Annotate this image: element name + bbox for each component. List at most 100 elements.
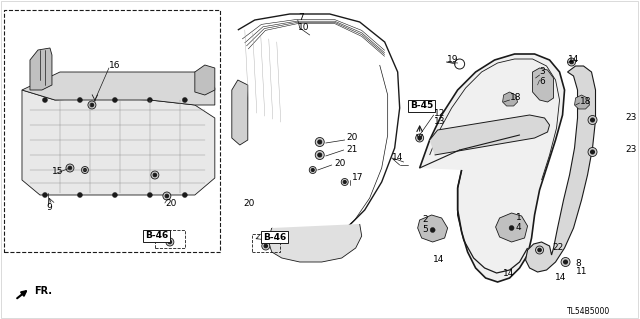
Text: 21: 21 bbox=[347, 145, 358, 153]
Text: 14: 14 bbox=[392, 153, 403, 162]
Circle shape bbox=[418, 136, 422, 140]
Text: 10: 10 bbox=[298, 23, 309, 32]
Text: 18: 18 bbox=[509, 93, 521, 102]
Circle shape bbox=[182, 98, 188, 102]
Circle shape bbox=[591, 118, 595, 122]
Text: 5: 5 bbox=[422, 225, 428, 234]
Text: 18: 18 bbox=[580, 97, 591, 106]
Text: B-45: B-45 bbox=[410, 101, 433, 110]
Text: 9: 9 bbox=[46, 203, 52, 211]
Polygon shape bbox=[268, 224, 362, 262]
Circle shape bbox=[163, 192, 171, 200]
Circle shape bbox=[68, 166, 72, 170]
Circle shape bbox=[588, 115, 597, 124]
Text: 8: 8 bbox=[575, 258, 581, 268]
Text: 20: 20 bbox=[347, 133, 358, 143]
Circle shape bbox=[430, 227, 435, 233]
Circle shape bbox=[343, 181, 346, 183]
Text: 3: 3 bbox=[540, 68, 545, 77]
Circle shape bbox=[165, 194, 169, 198]
Circle shape bbox=[147, 192, 152, 197]
Circle shape bbox=[66, 164, 74, 172]
Circle shape bbox=[570, 60, 573, 64]
Text: 19: 19 bbox=[447, 55, 458, 63]
Circle shape bbox=[113, 192, 117, 197]
Text: 23: 23 bbox=[625, 145, 637, 154]
Circle shape bbox=[568, 58, 575, 66]
Text: 14: 14 bbox=[433, 256, 444, 264]
Bar bbox=[155, 230, 185, 248]
Text: 1: 1 bbox=[516, 213, 522, 222]
Circle shape bbox=[42, 192, 47, 197]
Bar bbox=[252, 234, 280, 252]
Polygon shape bbox=[420, 54, 564, 282]
Text: 14: 14 bbox=[568, 56, 579, 64]
Circle shape bbox=[309, 167, 316, 174]
Text: 16: 16 bbox=[109, 61, 120, 70]
Text: 6: 6 bbox=[540, 77, 545, 85]
Circle shape bbox=[341, 179, 348, 186]
Text: B-46: B-46 bbox=[263, 233, 286, 241]
Circle shape bbox=[166, 238, 174, 246]
Circle shape bbox=[317, 140, 322, 144]
Text: 22: 22 bbox=[552, 242, 564, 251]
Polygon shape bbox=[22, 72, 215, 105]
Circle shape bbox=[454, 59, 465, 69]
Circle shape bbox=[591, 150, 595, 154]
Circle shape bbox=[538, 248, 541, 252]
Circle shape bbox=[311, 168, 314, 172]
Circle shape bbox=[168, 240, 172, 244]
Text: TL54B5000: TL54B5000 bbox=[567, 307, 610, 315]
Text: 20: 20 bbox=[335, 159, 346, 167]
Circle shape bbox=[561, 257, 570, 266]
Text: 12: 12 bbox=[434, 108, 445, 117]
Circle shape bbox=[83, 168, 86, 172]
Circle shape bbox=[77, 192, 83, 197]
Circle shape bbox=[509, 226, 514, 231]
Text: 17: 17 bbox=[352, 174, 364, 182]
Circle shape bbox=[317, 153, 322, 157]
Circle shape bbox=[113, 98, 117, 102]
Polygon shape bbox=[429, 115, 550, 155]
Text: 15: 15 bbox=[52, 167, 63, 175]
Circle shape bbox=[151, 171, 159, 179]
Polygon shape bbox=[575, 95, 589, 109]
Text: 20: 20 bbox=[244, 198, 255, 207]
Circle shape bbox=[316, 137, 324, 146]
Circle shape bbox=[316, 151, 324, 160]
Text: 13: 13 bbox=[434, 116, 445, 125]
Text: 14: 14 bbox=[502, 270, 514, 278]
Text: 11: 11 bbox=[575, 268, 587, 277]
Text: 7: 7 bbox=[298, 13, 303, 23]
Polygon shape bbox=[30, 48, 52, 90]
Circle shape bbox=[77, 98, 83, 102]
Text: 14: 14 bbox=[554, 273, 566, 283]
Circle shape bbox=[81, 167, 88, 174]
Text: 20: 20 bbox=[165, 198, 176, 207]
Polygon shape bbox=[502, 92, 518, 106]
Circle shape bbox=[536, 246, 543, 254]
Polygon shape bbox=[495, 213, 527, 242]
Text: 4: 4 bbox=[516, 222, 521, 232]
Circle shape bbox=[415, 134, 424, 142]
Text: FR.: FR. bbox=[34, 286, 52, 296]
Text: 23: 23 bbox=[625, 114, 637, 122]
Polygon shape bbox=[232, 80, 248, 145]
Circle shape bbox=[264, 244, 268, 248]
Polygon shape bbox=[195, 65, 215, 95]
Circle shape bbox=[42, 98, 47, 102]
Circle shape bbox=[153, 173, 157, 177]
Polygon shape bbox=[525, 66, 595, 272]
Polygon shape bbox=[22, 90, 215, 195]
Circle shape bbox=[563, 260, 568, 264]
Circle shape bbox=[182, 192, 188, 197]
Polygon shape bbox=[418, 215, 447, 242]
Circle shape bbox=[147, 98, 152, 102]
Circle shape bbox=[88, 101, 96, 109]
Circle shape bbox=[458, 62, 461, 66]
Polygon shape bbox=[532, 68, 554, 102]
Circle shape bbox=[262, 242, 270, 250]
Text: B-46: B-46 bbox=[145, 232, 168, 241]
Circle shape bbox=[90, 103, 93, 107]
Text: 2: 2 bbox=[422, 216, 428, 225]
